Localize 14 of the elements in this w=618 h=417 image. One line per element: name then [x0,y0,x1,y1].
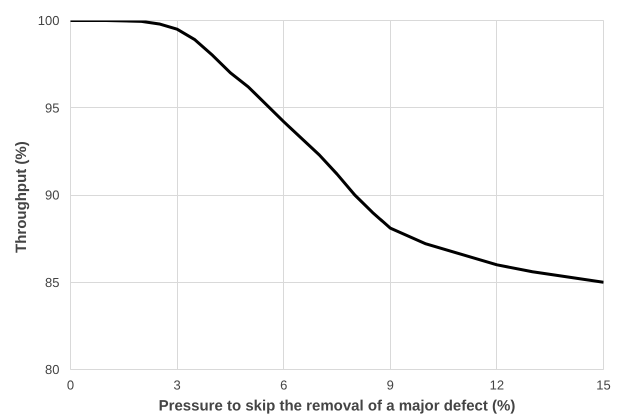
line-series [70,20,604,284]
y-axis-title: Throughput (%) [12,141,30,253]
y-tick-label: 95 [45,100,60,116]
x-tick-label: 3 [173,378,181,392]
y-tick-label: 90 [45,188,60,202]
y-tick-label: 100 [38,13,60,28]
x-tick-label: 6 [280,378,288,392]
y-tick-label: 85 [45,274,60,290]
x-tick-label: 0 [66,378,74,392]
x-tick-label: 9 [386,378,394,392]
x-tick-label: 15 [596,378,611,392]
x-axis-title: Pressure to skip the removal of a major defect (%) [158,398,516,414]
y-tick-label: 80 [45,362,60,377]
x-tick-label: 12 [490,378,504,392]
